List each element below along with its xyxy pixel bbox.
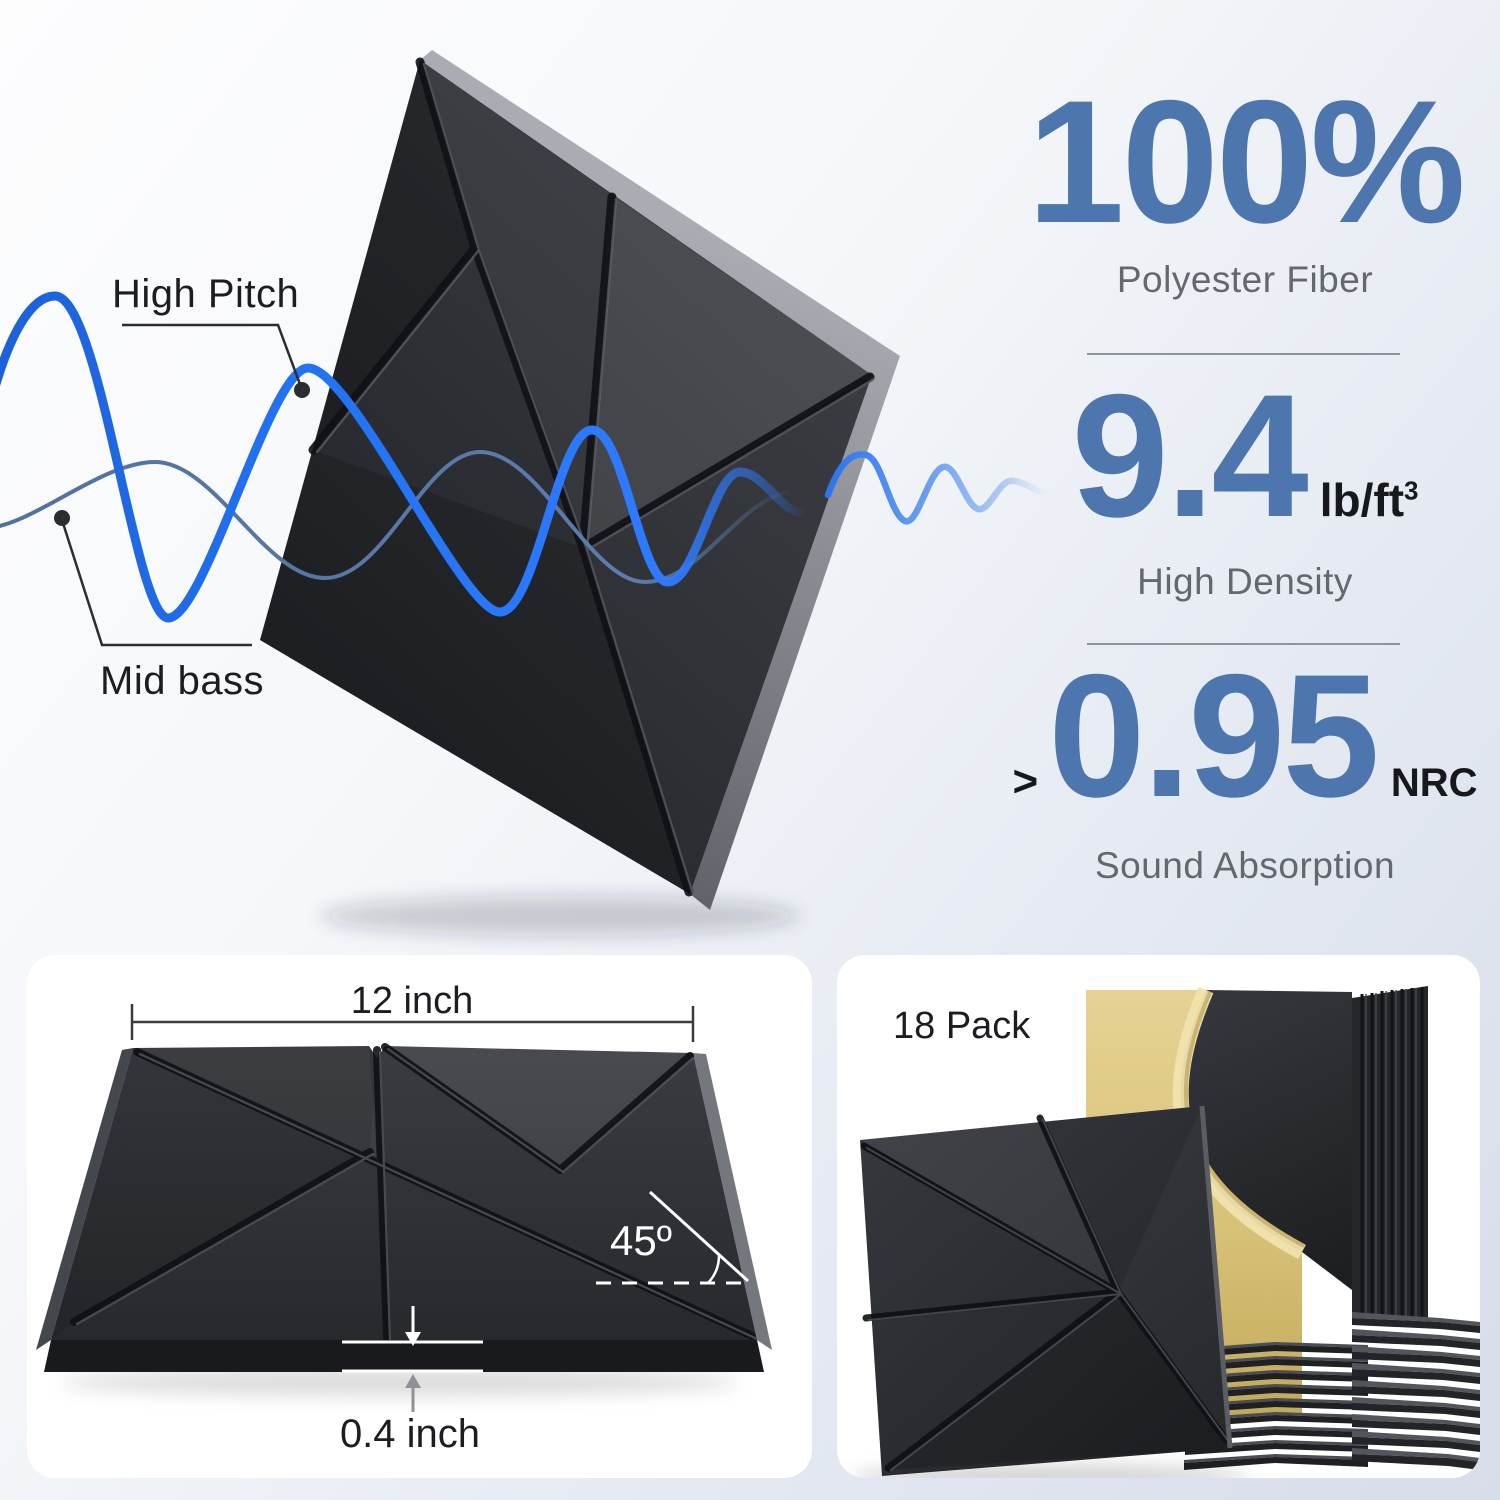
stat-nrc-unit: NRC [1390,761,1478,805]
thickness-annotation [342,1306,483,1412]
hero-panel-illustration [260,50,900,936]
callout-lines [60,323,303,647]
stat-polyester-label: Polyester Fiber [1116,259,1374,300]
stat-density-value: 9.4 [1071,359,1308,554]
stat-density-label: High Density [1137,561,1353,602]
pack-front-panel [850,1105,1250,1478]
mid-bass-label: Mid bass [100,659,265,703]
stat-nrc-row: > 0.95 NRC [995,649,1495,824]
stat-nrc-value: 0.95 [1048,639,1380,834]
high-pitch-wave [0,291,806,623]
peel-liner [1180,990,1352,1290]
attenuated-exit-wave [824,451,1054,525]
width-dimension-line [130,1004,695,1042]
stat-nrc-label: Sound Absorption [1094,845,1396,886]
thickness-dimension-label: 0.4 inch [339,1412,481,1456]
width-dimension-label: 12 inch [350,980,474,1022]
panel-stack-left [1184,1342,1368,1470]
mid-bass-marker-dot [54,510,70,526]
sound-waves [0,291,1054,623]
stat-polyester-value: 100% [1027,65,1466,260]
spec-card-illustration [36,1004,772,1412]
high-pitch-marker-dot [294,382,310,398]
stats-divider-top [1087,353,1400,355]
pack-count-label: 18 Pack [893,1005,1031,1047]
high-pitch-label: High Pitch [112,272,300,316]
stat-density-row: 9.4 lb/ft3 [995,369,1495,544]
stats-divider-bottom [1087,643,1400,645]
stat-nrc-prefix: > [1012,757,1039,806]
pack-card-illustration [850,986,1480,1478]
angle-annotation [596,1190,750,1285]
panel-stack-right [1352,1312,1480,1470]
angle-dimension-label: 45º [609,1217,673,1264]
stat-density-unit: lb/ft3 [1319,474,1419,526]
